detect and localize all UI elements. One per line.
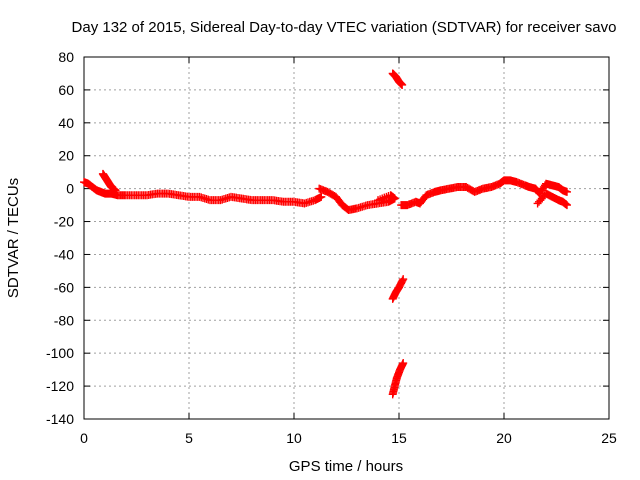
x-tick-label: 10 (286, 430, 302, 446)
y-tick-label: 60 (58, 82, 74, 98)
y-tick-label: -20 (54, 214, 74, 230)
data-point (111, 186, 120, 195)
data-points (80, 69, 571, 399)
x-tick-label: 25 (601, 430, 617, 446)
chart-title: Day 132 of 2015, Sidereal Day-to-day VTE… (72, 19, 617, 36)
y-tick-label: 40 (58, 115, 74, 131)
plot-frame (83, 56, 610, 420)
x-tick-label: 0 (80, 430, 88, 446)
data-point (399, 275, 408, 284)
x-axis-label: GPS time / hours (289, 458, 403, 475)
y-tick-label: 80 (58, 49, 74, 65)
y-tick-label: -40 (54, 246, 74, 262)
data-point (399, 359, 408, 368)
data-point (563, 187, 571, 196)
axis-ticks: 0 5 10 15 20 25 -140 -120 -100 -80 -60 -40 -20 0 20 40 6… (46, 49, 617, 446)
y-tick-label: -120 (46, 378, 74, 394)
y-tick-label: -80 (54, 312, 74, 328)
y-tick-label: -140 (46, 411, 74, 427)
grid (84, 57, 609, 419)
data-point (374, 196, 382, 205)
y-tick-label: -60 (54, 279, 74, 295)
data-point (317, 192, 326, 201)
y-tick-label: 0 (66, 181, 74, 197)
y-axis-label: SDTVAR / TECUs (5, 178, 22, 298)
x-tick-label: 5 (185, 430, 193, 446)
y-tick-label: 20 (58, 148, 74, 164)
x-tick-label: 20 (496, 430, 512, 446)
data-point (398, 80, 407, 89)
y-tick-label: -100 (46, 345, 74, 361)
data-point (563, 201, 571, 210)
x-tick-label: 15 (391, 430, 407, 446)
